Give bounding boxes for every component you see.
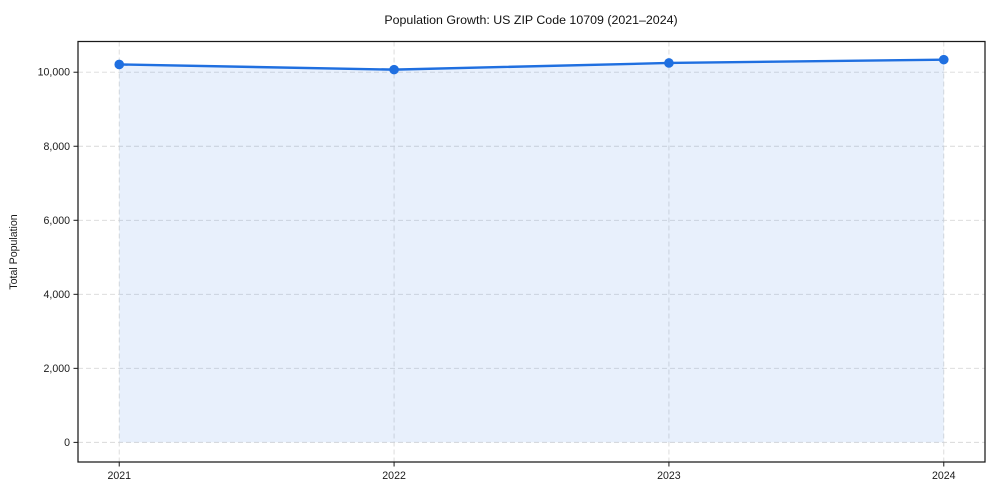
data-layer <box>114 54 949 443</box>
data-point-marker <box>389 64 399 75</box>
x-tick-label: 2023 <box>657 470 681 482</box>
y-tick-label: 10,000 <box>38 67 71 79</box>
y-tick-label: 6,000 <box>43 215 70 227</box>
data-point-marker <box>114 59 125 70</box>
area-fill <box>119 59 944 443</box>
population-line <box>118 58 945 71</box>
y-tick-label: 0 <box>64 437 70 449</box>
y-tick-label: 4,000 <box>43 289 70 301</box>
y-axis-label: Total Population <box>8 214 20 289</box>
x-tick-label: 2022 <box>382 470 406 482</box>
chart-title: Population Growth: US ZIP Code 10709 (20… <box>384 13 677 27</box>
grid-layer <box>78 41 985 462</box>
y-tick-label: 2,000 <box>43 363 70 375</box>
y-tick-label: 8,000 <box>43 141 70 153</box>
x-tick-label: 2024 <box>932 470 956 482</box>
x-tick-label: 2021 <box>107 470 131 482</box>
data-point-marker <box>664 58 674 68</box>
plot-border <box>77 40 986 463</box>
data-point-marker <box>938 54 949 65</box>
axis-layer: 0 2,000 4,000 6,000 8,000 10,000 2021 2022 2023 2… <box>38 40 986 482</box>
